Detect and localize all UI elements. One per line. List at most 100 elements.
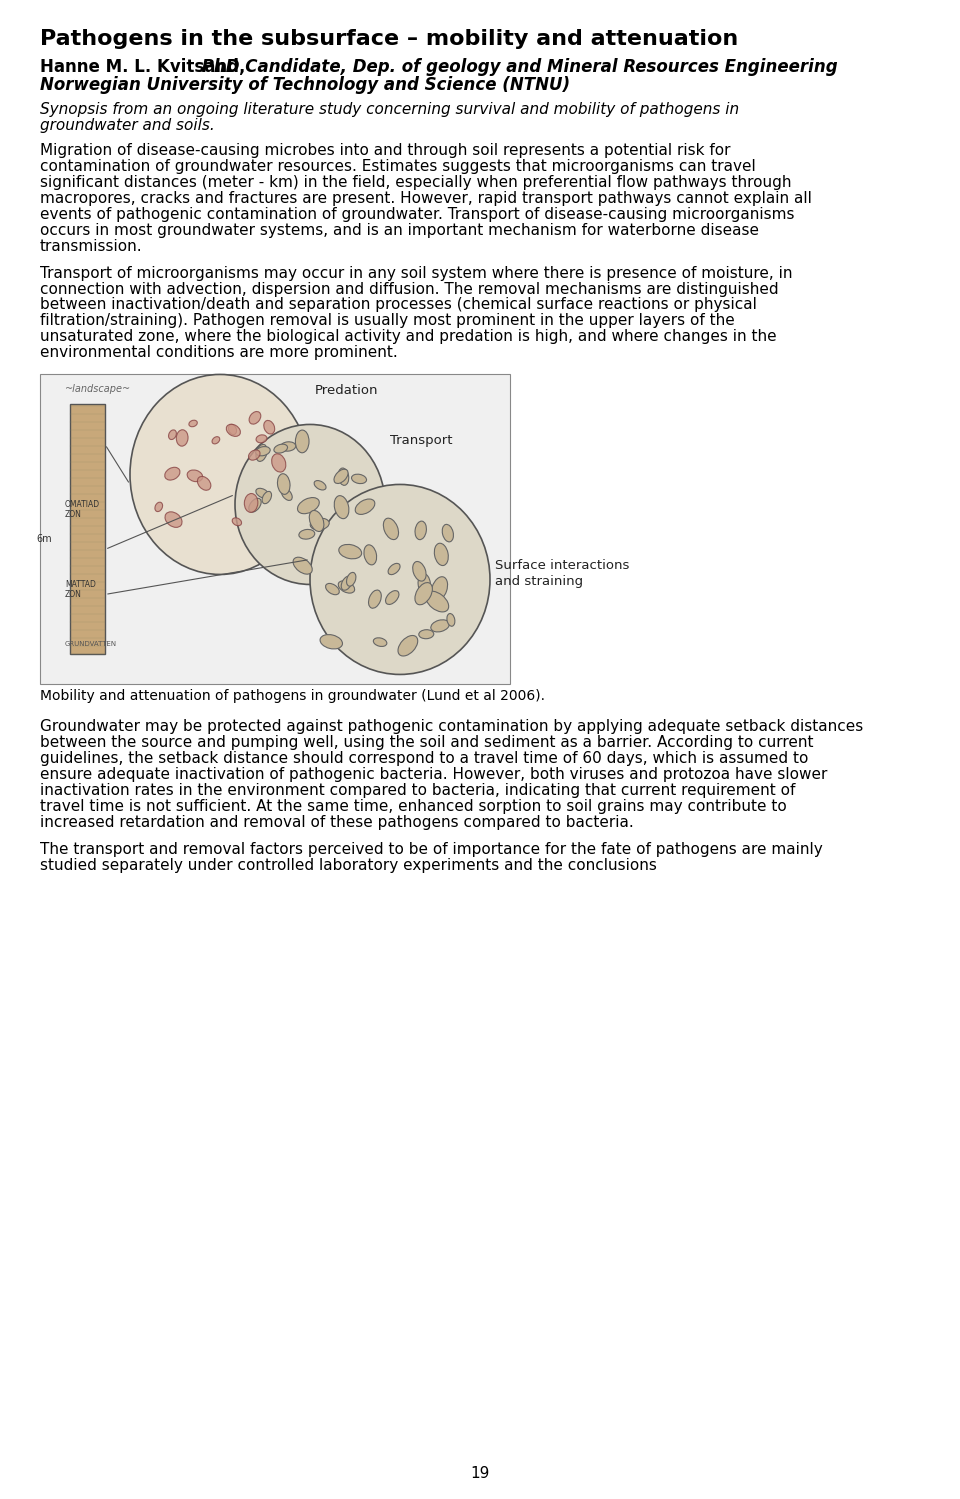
Text: The transport and removal factors perceived to be of importance for the fate of : The transport and removal factors percei… <box>40 842 823 857</box>
Ellipse shape <box>338 582 354 594</box>
Ellipse shape <box>165 468 180 480</box>
Ellipse shape <box>347 573 356 586</box>
Text: 6m: 6m <box>36 535 52 544</box>
Text: inactivation rates in the environment compared to bacteria, indicating that curr: inactivation rates in the environment co… <box>40 784 796 799</box>
Ellipse shape <box>364 544 376 565</box>
Text: Hanne M. L. Kvitsand,: Hanne M. L. Kvitsand, <box>40 58 246 76</box>
Ellipse shape <box>298 498 320 514</box>
Text: between the source and pumping well, using the soil and sediment as a barrier. A: between the source and pumping well, usi… <box>40 736 813 751</box>
Ellipse shape <box>272 454 286 472</box>
Ellipse shape <box>169 430 177 439</box>
Text: Transport of microorganisms may occur in any soil system where there is presence: Transport of microorganisms may occur in… <box>40 265 793 280</box>
Ellipse shape <box>418 574 430 594</box>
Ellipse shape <box>320 634 343 649</box>
Ellipse shape <box>198 477 211 490</box>
Ellipse shape <box>334 469 348 484</box>
Text: travel time is not sufficient. At the same time, enhanced sorption to soil grain: travel time is not sufficient. At the sa… <box>40 799 787 814</box>
Text: Groundwater may be protected against pathogenic contamination by applying adequa: Groundwater may be protected against pat… <box>40 720 863 735</box>
Text: 19: 19 <box>470 1466 490 1481</box>
Ellipse shape <box>310 484 490 675</box>
Ellipse shape <box>249 450 260 460</box>
Ellipse shape <box>341 576 352 591</box>
Text: and straining: and straining <box>495 576 583 589</box>
Text: Synopsis from an ongoing literature study concerning survival and mobility of pa: Synopsis from an ongoing literature stud… <box>40 102 739 117</box>
Text: filtration/straining). Pathogen removal is usually most prominent in the upper l: filtration/straining). Pathogen removal … <box>40 313 734 328</box>
Ellipse shape <box>309 511 324 532</box>
Text: guidelines, the setback distance should correspond to a travel time of 60 days, : guidelines, the setback distance should … <box>40 751 808 766</box>
Ellipse shape <box>256 444 267 462</box>
Ellipse shape <box>212 436 220 444</box>
Ellipse shape <box>434 543 448 565</box>
Ellipse shape <box>228 424 236 435</box>
Ellipse shape <box>256 489 269 498</box>
Ellipse shape <box>293 558 312 574</box>
Ellipse shape <box>177 430 188 447</box>
Ellipse shape <box>386 591 399 604</box>
Ellipse shape <box>310 519 329 529</box>
Ellipse shape <box>189 420 198 427</box>
Ellipse shape <box>249 498 261 513</box>
Ellipse shape <box>383 519 398 540</box>
Ellipse shape <box>235 424 385 585</box>
Ellipse shape <box>355 499 374 514</box>
Text: unsaturated zone, where the biological activity and predation is high, and where: unsaturated zone, where the biological a… <box>40 330 777 345</box>
Text: GRUNDVATTEN: GRUNDVATTEN <box>65 642 117 648</box>
Ellipse shape <box>431 577 447 601</box>
Ellipse shape <box>338 468 348 486</box>
Ellipse shape <box>165 511 182 528</box>
FancyBboxPatch shape <box>40 375 510 685</box>
Text: environmental conditions are more prominent.: environmental conditions are more promin… <box>40 345 397 360</box>
Text: Pathogens in the subsurface – mobility and attenuation: Pathogens in the subsurface – mobility a… <box>40 28 738 49</box>
Ellipse shape <box>255 447 270 456</box>
Ellipse shape <box>314 481 326 490</box>
Ellipse shape <box>187 471 203 481</box>
Ellipse shape <box>339 544 362 559</box>
Text: Migration of disease-causing microbes into and through soil represents a potenti: Migration of disease-causing microbes in… <box>40 142 731 157</box>
Text: Predation: Predation <box>315 384 378 397</box>
Text: OMATIAD
ZON: OMATIAD ZON <box>65 499 100 519</box>
Ellipse shape <box>425 591 448 612</box>
Text: MATTAD
ZON: MATTAD ZON <box>65 580 96 600</box>
Text: increased retardation and removal of these pathogens compared to bacteria.: increased retardation and removal of the… <box>40 815 634 830</box>
Ellipse shape <box>431 619 449 633</box>
Text: macropores, cracks and fractures are present. However, rapid transport pathways : macropores, cracks and fractures are pre… <box>40 190 812 205</box>
Ellipse shape <box>281 489 292 501</box>
Ellipse shape <box>351 474 367 484</box>
Ellipse shape <box>398 636 418 657</box>
Ellipse shape <box>419 630 434 639</box>
Ellipse shape <box>227 424 240 436</box>
Ellipse shape <box>249 412 261 424</box>
Ellipse shape <box>369 591 381 609</box>
Ellipse shape <box>296 430 309 453</box>
Text: occurs in most groundwater systems, and is an important mechanism for waterborne: occurs in most groundwater systems, and … <box>40 223 759 238</box>
Ellipse shape <box>373 637 387 646</box>
Ellipse shape <box>334 496 348 519</box>
Text: ensure adequate inactivation of pathogenic bacteria. However, both viruses and p: ensure adequate inactivation of pathogen… <box>40 767 828 782</box>
Ellipse shape <box>274 444 288 453</box>
Text: Transport: Transport <box>390 435 452 447</box>
Ellipse shape <box>130 375 310 574</box>
Ellipse shape <box>280 442 296 451</box>
Ellipse shape <box>277 474 290 495</box>
Text: ~landscape~: ~landscape~ <box>65 384 132 394</box>
Text: transmission.: transmission. <box>40 238 143 253</box>
Text: Mobility and attenuation of pathogens in groundwater (Lund et al 2006).: Mobility and attenuation of pathogens in… <box>40 690 545 703</box>
Ellipse shape <box>325 583 339 595</box>
Ellipse shape <box>245 493 258 513</box>
Ellipse shape <box>447 613 455 627</box>
Ellipse shape <box>264 420 275 435</box>
Ellipse shape <box>155 502 162 511</box>
Text: connection with advection, dispersion and diffusion. The removal mechanisms are : connection with advection, dispersion an… <box>40 282 779 297</box>
Ellipse shape <box>299 529 315 540</box>
Text: significant distances (meter - km) in the field, especially when preferential fl: significant distances (meter - km) in th… <box>40 175 791 190</box>
Text: Surface interactions: Surface interactions <box>495 559 630 573</box>
Text: contamination of groundwater resources. Estimates suggests that microorganisms c: contamination of groundwater resources. … <box>40 159 756 174</box>
Ellipse shape <box>415 522 426 540</box>
Bar <box>70 405 105 655</box>
Ellipse shape <box>415 583 432 604</box>
Ellipse shape <box>388 564 400 574</box>
Text: PhD Candidate, Dep. of geology and Mineral Resources Engineering: PhD Candidate, Dep. of geology and Miner… <box>196 58 838 76</box>
Ellipse shape <box>443 525 453 541</box>
Text: Norwegian University of Technology and Science (NTNU): Norwegian University of Technology and S… <box>40 76 570 94</box>
Text: events of pathogenic contamination of groundwater. Transport of disease-causing : events of pathogenic contamination of gr… <box>40 207 795 222</box>
